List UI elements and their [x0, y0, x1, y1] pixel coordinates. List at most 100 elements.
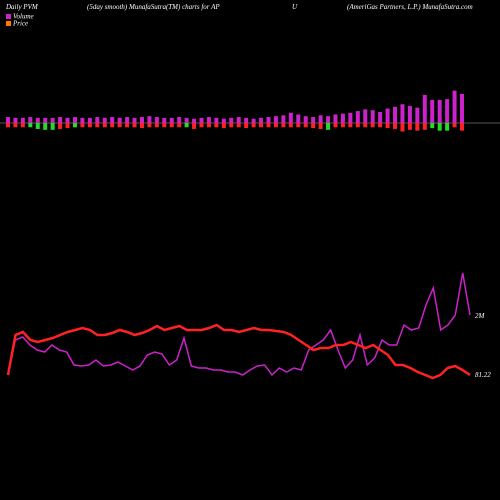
- volume-bar: [13, 117, 18, 123]
- lower-bar: [169, 123, 174, 128]
- volume-bar: [266, 117, 271, 123]
- lower-bar: [273, 123, 278, 128]
- lower-bar: [192, 123, 197, 129]
- volume-bar: [415, 107, 420, 123]
- volume-bar: [340, 113, 345, 123]
- lower-bar: [214, 123, 219, 128]
- lower-bar: [236, 123, 241, 128]
- lower-bar: [333, 123, 338, 128]
- volume-bar: [400, 104, 405, 123]
- volume-bar: [169, 117, 174, 123]
- volume-bar: [58, 117, 63, 123]
- volume-bar: [259, 117, 264, 123]
- volume-bar: [460, 94, 464, 123]
- end-label: 81.22: [475, 371, 491, 379]
- lower-bar: [139, 123, 144, 129]
- lower-bar: [20, 123, 25, 128]
- lower-bar: [340, 123, 345, 128]
- volume-bar: [296, 114, 301, 123]
- lower-bar: [117, 123, 122, 128]
- lower-bar: [244, 123, 249, 129]
- volume-bar: [65, 117, 70, 123]
- lower-bar: [229, 123, 234, 128]
- volume-bar: [273, 116, 278, 123]
- volume-bar: [154, 117, 159, 123]
- lower-bar: [445, 123, 450, 131]
- volume-bar: [318, 115, 323, 123]
- volume-bar: [177, 117, 182, 123]
- header-center: (5day smooth) MunafaSutra(TM) charts for…: [87, 3, 220, 11]
- lower-bar: [452, 123, 457, 128]
- volume-bar: [311, 117, 316, 123]
- lower-bar: [393, 123, 398, 129]
- lower-bar: [430, 123, 435, 129]
- volume-bar: [393, 106, 398, 123]
- lower-bar: [28, 123, 33, 128]
- volume-bar: [430, 99, 435, 123]
- lower-bar: [102, 123, 107, 128]
- volume-bar: [50, 117, 55, 123]
- volume-bar: [363, 109, 368, 123]
- lower-bar: [132, 123, 137, 128]
- volume-bar: [184, 117, 189, 123]
- volume-bar: [162, 117, 167, 123]
- volume-bar: [139, 117, 144, 123]
- volume-bar: [28, 117, 33, 123]
- lower-bar: [296, 123, 301, 128]
- legend-swatch: [6, 21, 11, 26]
- legend-swatch: [6, 14, 11, 19]
- lower-bar: [95, 123, 100, 128]
- volume-bar: [326, 116, 331, 123]
- lower-bar: [72, 123, 77, 128]
- end-label: 2M: [475, 312, 486, 320]
- volume-bar: [378, 111, 383, 123]
- volume-bar: [125, 117, 130, 123]
- lower-bar: [326, 123, 331, 130]
- lower-bar: [221, 123, 226, 129]
- volume-bar: [192, 118, 197, 123]
- lower-bar: [437, 123, 442, 131]
- volume-bar: [452, 90, 457, 123]
- volume-bar: [43, 117, 48, 123]
- lower-bar: [266, 123, 271, 128]
- volume-bar: [80, 117, 85, 123]
- lower-bar: [65, 123, 70, 129]
- lower-bar: [50, 123, 55, 130]
- lower-bar: [110, 123, 115, 128]
- volume-bar: [20, 117, 25, 123]
- line-1: [6, 323, 471, 380]
- volume-bar: [102, 117, 107, 123]
- volume-bar: [6, 117, 10, 123]
- lower-bar: [206, 123, 211, 128]
- volume-bar: [147, 116, 152, 123]
- volume-bar: [87, 117, 92, 123]
- lower-bar: [125, 123, 130, 128]
- lower-bar: [162, 123, 167, 128]
- volume-bar: [385, 108, 390, 123]
- lower-bar: [318, 123, 323, 129]
- volume-bar: [206, 117, 211, 123]
- volume-bar: [422, 94, 427, 123]
- volume-bar: [214, 117, 219, 123]
- lower-bar: [415, 123, 420, 131]
- volume-bar: [370, 110, 375, 123]
- volume-bar: [445, 99, 450, 123]
- lower-bar: [407, 123, 412, 130]
- lower-bar: [13, 123, 18, 128]
- volume-bar: [110, 117, 115, 123]
- header-left: Daily PVM: [5, 3, 39, 11]
- volume-bar: [95, 117, 100, 123]
- volume-bar: [355, 111, 360, 123]
- legend-label: Price: [12, 20, 28, 28]
- lower-bar: [251, 123, 256, 128]
- lower-bar: [281, 123, 286, 128]
- volume-bar: [333, 114, 338, 123]
- lower-bar: [422, 123, 427, 130]
- volume-bar: [348, 112, 353, 123]
- volume-bar: [221, 118, 226, 123]
- lower-bar: [154, 123, 159, 128]
- volume-bar: [288, 112, 293, 123]
- line-0: [7, 272, 471, 377]
- volume-bar: [72, 117, 77, 123]
